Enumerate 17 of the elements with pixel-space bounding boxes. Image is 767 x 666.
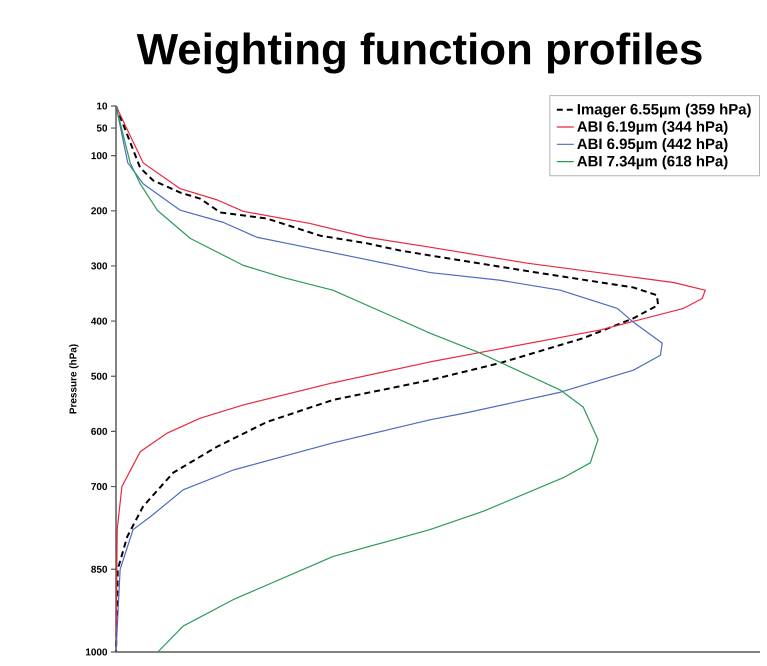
y-tick-label: 600 bbox=[91, 428, 108, 435]
y-tick-label: 400 bbox=[91, 318, 108, 325]
chart-title: Weighting function profiles bbox=[136, 32, 702, 74]
y-axis-title: Pressure (hPa) bbox=[69, 344, 78, 414]
y-tick-label: 850 bbox=[91, 566, 108, 573]
y-tick-label: 50 bbox=[96, 124, 108, 132]
y-tick-label: 500 bbox=[91, 372, 108, 380]
legend-label: ABI 6.95µm (442 hPa) bbox=[577, 138, 728, 152]
legend-label: Imager 6.55µm (359 hPa) bbox=[578, 104, 751, 118]
y-tick-label: 300 bbox=[91, 262, 108, 270]
legend-label: ABI 7.34µm (618 hPa) bbox=[577, 155, 728, 170]
y-tick-label: 700 bbox=[91, 483, 108, 490]
y-tick-label: 200 bbox=[91, 207, 108, 214]
y-tick-label: 10 bbox=[97, 102, 108, 110]
legend-label: ABI 6.19µm (344 hPa) bbox=[577, 120, 728, 135]
y-tick-label: 100 bbox=[91, 152, 108, 160]
y-tick-label: 1000 bbox=[86, 648, 108, 656]
